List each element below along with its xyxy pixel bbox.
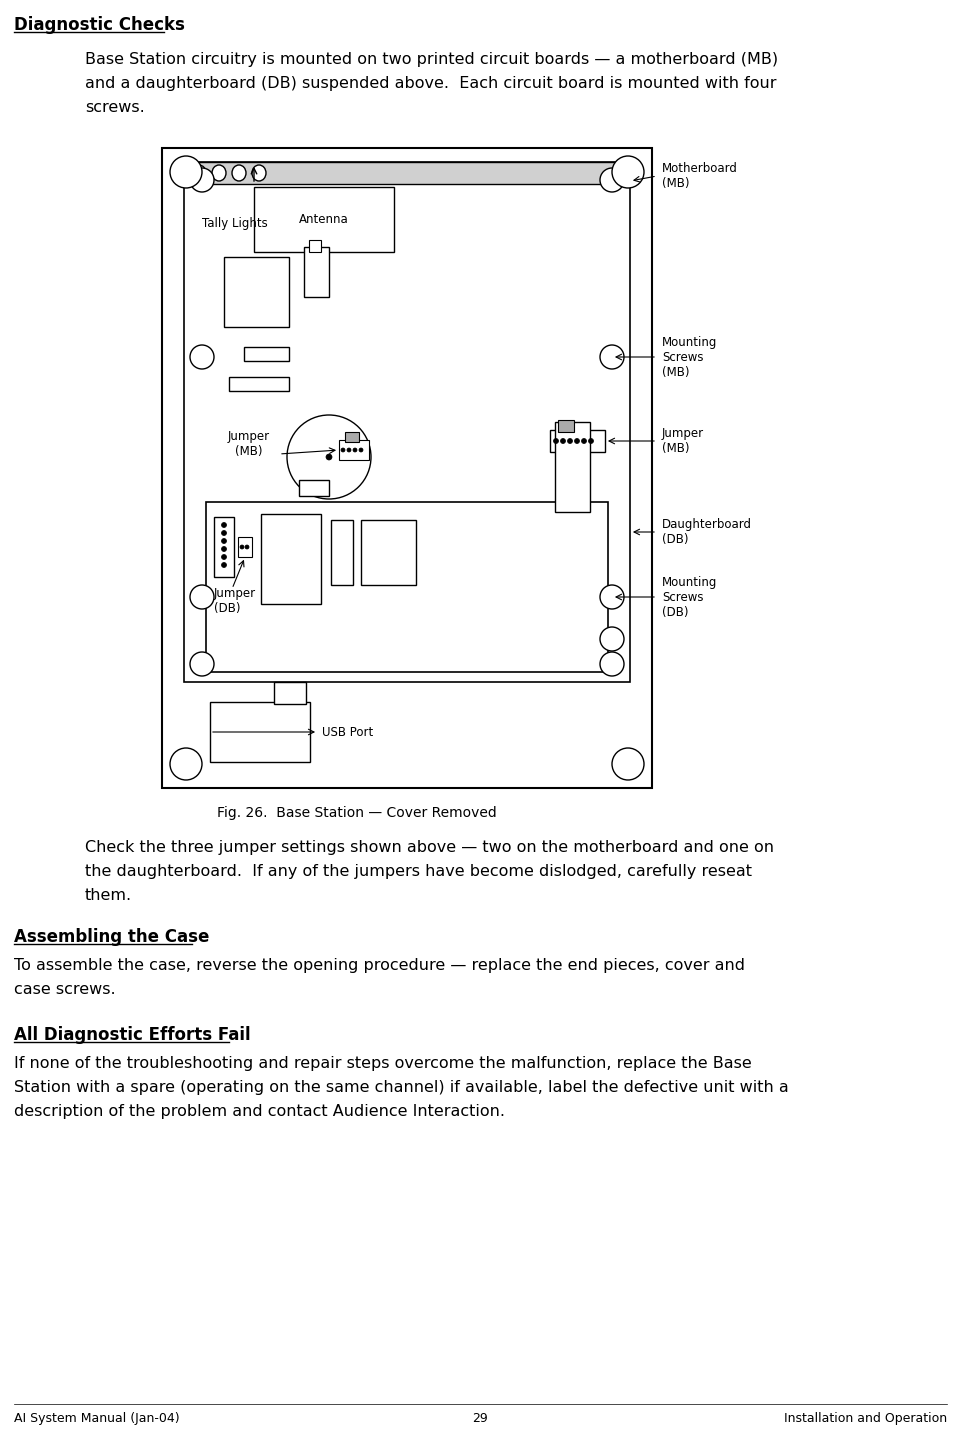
Ellipse shape	[192, 165, 206, 181]
Circle shape	[568, 438, 573, 443]
Bar	[299, 480, 329, 496]
Text: Station with a spare (operating on the same channel) if available, label the def: Station with a spare (operating on the s…	[14, 1080, 789, 1095]
Circle shape	[600, 168, 624, 192]
Text: Check the three jumper settings shown above — two on the motherboard and one on: Check the three jumper settings shown ab…	[85, 840, 774, 856]
Ellipse shape	[252, 165, 266, 181]
Circle shape	[190, 652, 214, 676]
Circle shape	[612, 156, 644, 188]
Circle shape	[287, 416, 371, 499]
Text: If none of the troubleshooting and repair steps overcome the malfunction, replac: If none of the troubleshooting and repai…	[14, 1056, 752, 1070]
Bar	[184, 162, 630, 183]
Text: Jumper
(MB): Jumper (MB)	[662, 427, 704, 456]
Circle shape	[170, 748, 202, 780]
Bar	[331, 520, 353, 585]
Circle shape	[575, 438, 579, 443]
Text: Installation and Operation: Installation and Operation	[784, 1412, 947, 1424]
Text: Antenna: Antenna	[299, 214, 349, 226]
Bar	[304, 246, 329, 297]
Bar	[361, 520, 416, 585]
Circle shape	[347, 449, 351, 451]
Text: them.: them.	[85, 888, 132, 903]
Bar	[261, 514, 321, 603]
Text: Jumper
(MB): Jumper (MB)	[228, 430, 270, 459]
Circle shape	[600, 652, 624, 676]
Text: Daughterboard
(DB): Daughterboard (DB)	[662, 517, 752, 546]
Bar	[214, 517, 234, 577]
Circle shape	[560, 438, 565, 443]
Text: Assembling the Case: Assembling the Case	[14, 929, 209, 946]
Bar	[254, 186, 394, 252]
Bar	[238, 537, 252, 557]
Circle shape	[554, 438, 558, 443]
Circle shape	[221, 523, 227, 527]
Bar	[224, 257, 289, 327]
Ellipse shape	[232, 165, 246, 181]
Bar	[206, 502, 608, 672]
Circle shape	[221, 539, 227, 543]
Circle shape	[221, 563, 227, 567]
Circle shape	[600, 585, 624, 609]
Bar	[162, 148, 652, 788]
Circle shape	[588, 438, 594, 443]
Circle shape	[190, 345, 214, 370]
Bar	[555, 421, 590, 512]
Text: USB Port: USB Port	[322, 725, 373, 738]
Bar	[309, 239, 321, 252]
Text: description of the problem and contact Audience Interaction.: description of the problem and contact A…	[14, 1103, 505, 1119]
Circle shape	[190, 585, 214, 609]
Text: To assemble the case, reverse the opening procedure — replace the end pieces, co: To assemble the case, reverse the openin…	[14, 959, 745, 973]
Text: Tally Lights: Tally Lights	[202, 216, 268, 231]
Bar	[339, 440, 369, 460]
Text: the daughterboard.  If any of the jumpers have become dislodged, carefully resea: the daughterboard. If any of the jumpers…	[85, 864, 752, 878]
Bar	[244, 347, 289, 361]
Bar	[229, 377, 289, 391]
Text: Fig. 26.  Base Station — Cover Removed: Fig. 26. Base Station — Cover Removed	[217, 805, 497, 820]
Circle shape	[221, 546, 227, 552]
Bar	[345, 431, 359, 441]
Text: screws.: screws.	[85, 100, 145, 115]
Text: Mounting
Screws
(DB): Mounting Screws (DB)	[662, 576, 717, 619]
Bar	[550, 430, 605, 451]
Circle shape	[326, 454, 332, 460]
Text: case screws.: case screws.	[14, 982, 115, 997]
Circle shape	[190, 168, 214, 192]
Circle shape	[245, 545, 249, 549]
Text: AI System Manual (Jan-04): AI System Manual (Jan-04)	[14, 1412, 180, 1424]
Text: and a daughterboard (DB) suspended above.  Each circuit board is mounted with fo: and a daughterboard (DB) suspended above…	[85, 76, 776, 92]
Circle shape	[612, 748, 644, 780]
Text: Mounting
Screws
(MB): Mounting Screws (MB)	[662, 335, 717, 378]
Bar	[210, 702, 310, 762]
Circle shape	[170, 156, 202, 188]
Circle shape	[359, 449, 363, 451]
Text: 29: 29	[472, 1412, 488, 1424]
Circle shape	[353, 449, 357, 451]
Circle shape	[600, 628, 624, 651]
Bar	[558, 420, 574, 431]
Circle shape	[240, 545, 244, 549]
Text: Base Station circuitry is mounted on two printed circuit boards — a motherboard : Base Station circuitry is mounted on two…	[85, 52, 778, 67]
Circle shape	[221, 530, 227, 536]
Circle shape	[581, 438, 586, 443]
Bar	[274, 682, 306, 704]
Ellipse shape	[212, 165, 226, 181]
Bar	[184, 162, 630, 682]
Text: Jumper
(DB): Jumper (DB)	[214, 588, 257, 615]
Circle shape	[341, 449, 345, 451]
Text: Diagnostic Checks: Diagnostic Checks	[14, 16, 185, 34]
Text: All Diagnostic Efforts Fail: All Diagnostic Efforts Fail	[14, 1026, 251, 1045]
Circle shape	[221, 555, 227, 559]
Text: Motherboard
(MB): Motherboard (MB)	[662, 162, 738, 191]
Circle shape	[600, 345, 624, 370]
